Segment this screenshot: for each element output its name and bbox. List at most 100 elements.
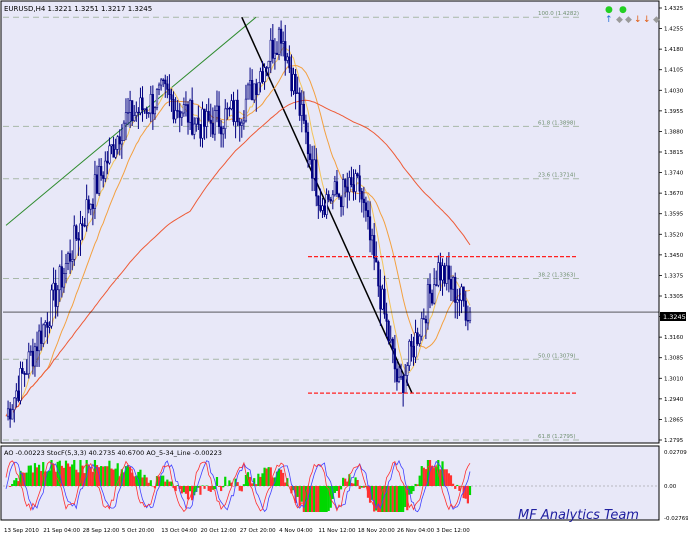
candle-body: [340, 197, 342, 207]
candle-body: [61, 267, 63, 287]
candle-body: [336, 182, 338, 194]
candle-body: [382, 289, 384, 309]
candle-body: [154, 108, 156, 114]
candle-body: [20, 368, 22, 400]
ao-bar: [214, 486, 216, 489]
candle-body: [179, 111, 181, 118]
candle-body: [402, 376, 404, 392]
candle-body: [208, 111, 210, 120]
ao-bar: [454, 486, 456, 489]
ao-bar: [166, 480, 168, 486]
candle-body: [152, 94, 154, 114]
candle-body: [295, 74, 297, 93]
candle-body: [111, 145, 113, 146]
ao-bar: [11, 484, 13, 486]
candle-body: [359, 176, 361, 191]
candle-body: [92, 204, 94, 208]
candle-body: [272, 40, 274, 58]
ao-bar: [261, 473, 263, 486]
ao-bar: [162, 476, 164, 486]
candle-body: [249, 80, 251, 85]
candle-body: [229, 108, 231, 109]
candle-body: [237, 100, 239, 122]
price-tick-label: 1.2865: [664, 417, 684, 423]
ao-bar: [396, 486, 398, 512]
candle-body: [264, 68, 266, 82]
ao-bar: [104, 466, 106, 486]
ao-bar: [342, 478, 344, 486]
candle-body: [24, 373, 26, 374]
candle-body: [224, 109, 226, 129]
candle-body: [241, 123, 243, 125]
main-price-pane[interactable]: [1, 1, 659, 443]
ao-bar: [354, 477, 356, 486]
candle-body: [442, 266, 444, 280]
ao-bar: [410, 486, 412, 494]
candle-body: [266, 68, 268, 69]
indicator-header: AO -0.00223 StocF(5,3,3) 40.2735 40.6700…: [4, 449, 222, 457]
candle-body: [51, 290, 53, 326]
candle-body: [40, 331, 42, 344]
ao-bar: [218, 486, 220, 487]
time-tick-label: 13 Oct 04:00: [161, 528, 197, 534]
green-dot-icon[interactable]: ●: [605, 5, 613, 15]
ao-bar: [127, 465, 129, 486]
candle-body: [164, 80, 166, 84]
diamond-icon[interactable]: ◆: [616, 15, 623, 25]
watermark-text: MF Analytics Team: [518, 508, 639, 523]
candle-body: [220, 127, 222, 134]
ao-bar: [206, 485, 208, 486]
candle-body: [287, 57, 289, 61]
ao-bar: [259, 477, 261, 486]
candle-body: [96, 175, 98, 194]
candle-body: [307, 132, 309, 154]
ao-bar: [30, 465, 32, 486]
ao-bar: [28, 466, 30, 486]
candle-body: [185, 105, 187, 106]
ao-bar: [467, 486, 469, 503]
candle-body: [42, 325, 44, 344]
ao-bar: [146, 477, 148, 486]
green-dot-icon[interactable]: ●: [619, 5, 627, 15]
ao-bar: [201, 485, 203, 486]
candle-body: [326, 195, 328, 215]
candle-body: [332, 195, 334, 201]
ao-bar: [390, 486, 392, 512]
ao-bar: [34, 463, 36, 486]
candle-body: [454, 277, 456, 302]
candle-body: [235, 100, 237, 121]
candle-body: [427, 284, 429, 322]
candle-body: [355, 174, 357, 192]
candle-body: [162, 80, 164, 81]
arrow-down-icon[interactable]: ↓: [643, 15, 651, 25]
candle-body: [380, 286, 382, 309]
candle-body: [7, 409, 9, 416]
candle-body: [375, 258, 377, 262]
ao-bar: [77, 472, 79, 486]
price-tick-label: 1.4030: [664, 88, 684, 94]
price-tick-label: 1.3955: [664, 109, 684, 115]
candle-body: [365, 203, 367, 211]
diamond-icon[interactable]: ◆: [653, 15, 660, 25]
candle-body: [107, 161, 109, 163]
candle-body: [233, 101, 235, 122]
candle-body: [78, 239, 80, 241]
candle-body: [28, 352, 30, 374]
diamond-icon[interactable]: ◆: [625, 15, 632, 25]
candle-body: [465, 301, 467, 320]
fib-level-label: 61.8 (1.2795): [538, 434, 576, 440]
candle-body: [45, 322, 47, 324]
ao-bar: [311, 486, 313, 512]
ao-bar: [450, 475, 452, 486]
price-tick-label: 1.4105: [664, 68, 684, 74]
arrow-down-icon[interactable]: ↓: [634, 15, 642, 25]
candle-body: [425, 319, 427, 323]
candle-body: [59, 267, 61, 290]
candle-body: [255, 84, 257, 95]
time-tick-label: 21 Sep 04:00: [43, 528, 80, 534]
ao-bar: [102, 466, 104, 486]
arrow-up-icon[interactable]: ↑: [605, 15, 613, 25]
ao-bar: [168, 482, 170, 486]
